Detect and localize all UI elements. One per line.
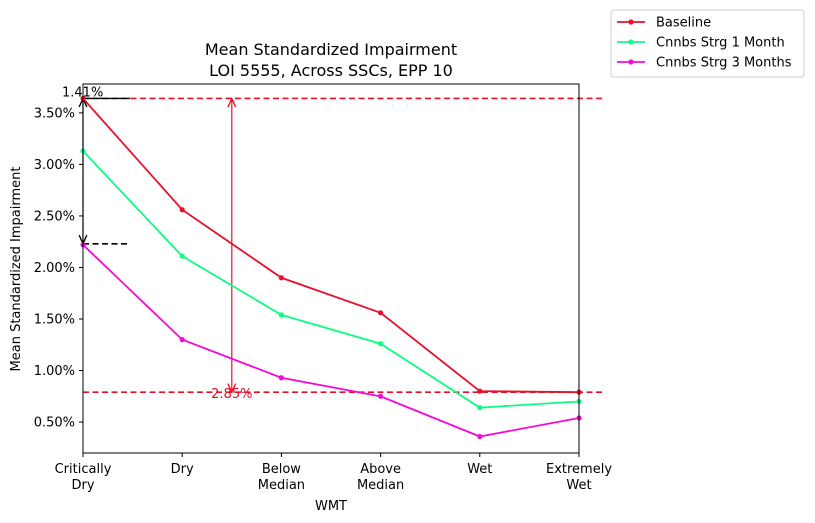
data-point <box>477 433 483 440</box>
x-axis-label: WMT <box>315 499 347 514</box>
legend-swatch-marker <box>628 59 634 65</box>
x-tick-label: Dry <box>171 462 194 477</box>
legend-entry-label: Baseline <box>656 16 711 31</box>
y-tick-label: 1.00% <box>34 364 75 379</box>
series-line <box>82 97 580 394</box>
data-point <box>179 207 185 213</box>
series-layer <box>80 95 582 440</box>
data-point <box>179 337 185 343</box>
data-point <box>378 393 384 399</box>
chart-title-line-2: LOI 5555, Across SSCs, EPP 10 <box>209 61 453 80</box>
x-tick-label: Wet <box>467 462 492 477</box>
data-point <box>477 405 483 411</box>
y-tick-label: 3.00% <box>34 158 75 173</box>
y-tick-label: 2.50% <box>34 209 75 224</box>
data-point <box>378 341 384 347</box>
data-point <box>477 388 483 394</box>
series-line <box>82 150 580 409</box>
chart-title-line-1: Mean Standardized Impairment <box>205 40 457 59</box>
x-tick-label: Below <box>262 462 301 477</box>
legend: Baseline Cnnbs Strg 1 Month Cnnbs Strg 3 M… <box>610 9 805 78</box>
y-tick-label: 3.50% <box>34 106 75 121</box>
legend-entry-label: Cnnbs Strg 1 Month <box>656 36 785 51</box>
data-point <box>278 375 284 381</box>
legend-entry-label: Cnnbs Strg 3 Months <box>656 56 792 71</box>
x-tick-label: Extremely <box>546 462 612 477</box>
series-line <box>82 244 580 438</box>
x-tick-label: Above <box>360 462 401 477</box>
y-tick-label: 1.50% <box>34 313 75 328</box>
axes: 0.50% 1.00% 1.50% 2.00% 2.50% 3.00% 3.50% Criti… <box>34 83 612 493</box>
data-point <box>179 253 185 259</box>
y-axis-label: Mean Standardized Impairment <box>9 167 24 372</box>
x-tick-label: Median <box>258 478 305 493</box>
y-tick-label: 2.00% <box>34 261 75 276</box>
data-point <box>278 275 284 281</box>
data-point <box>378 310 384 316</box>
annotation-layer: 1.41%2.85% <box>62 85 604 402</box>
y-tick-label: 0.50% <box>34 416 75 431</box>
legend-swatch-marker <box>628 39 634 45</box>
red-difference-label: 2.85% <box>211 387 252 402</box>
plot-frame <box>82 83 580 454</box>
x-tick-label: Dry <box>71 478 94 493</box>
x-tick-label: Wet <box>566 478 591 493</box>
legend-swatch-marker <box>628 19 634 25</box>
x-tick-label: Critically <box>55 462 112 477</box>
legend-frame <box>610 9 805 78</box>
data-point <box>278 312 284 318</box>
x-tick-label: Median <box>357 478 404 493</box>
